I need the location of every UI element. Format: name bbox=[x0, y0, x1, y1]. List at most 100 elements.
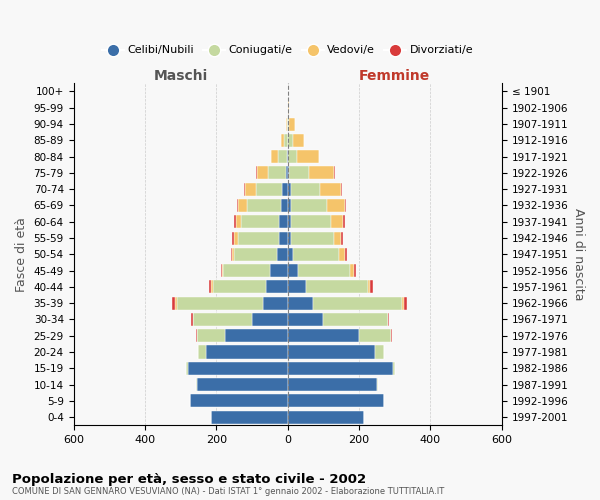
Bar bbox=[287, 118, 289, 130]
Bar bbox=[271, 150, 278, 163]
Bar bbox=[287, 394, 384, 407]
Bar bbox=[331, 215, 343, 228]
Y-axis label: Fasce di età: Fasce di età bbox=[15, 217, 28, 292]
Bar bbox=[245, 182, 256, 196]
Bar bbox=[177, 296, 263, 310]
Bar bbox=[234, 248, 277, 261]
Bar bbox=[175, 296, 177, 310]
Bar bbox=[341, 232, 343, 244]
Bar bbox=[172, 296, 175, 310]
Text: Maschi: Maschi bbox=[154, 70, 208, 84]
Bar bbox=[287, 329, 359, 342]
Bar bbox=[320, 182, 341, 196]
Bar bbox=[340, 248, 345, 261]
Bar bbox=[375, 346, 384, 358]
Bar bbox=[277, 248, 287, 261]
Bar bbox=[309, 166, 334, 179]
Bar bbox=[234, 215, 236, 228]
Bar bbox=[323, 313, 388, 326]
Bar bbox=[241, 215, 279, 228]
Bar bbox=[291, 199, 327, 212]
Bar bbox=[287, 215, 291, 228]
Bar bbox=[359, 329, 391, 342]
Bar bbox=[291, 232, 334, 244]
Bar bbox=[289, 166, 309, 179]
Bar bbox=[287, 232, 291, 244]
Bar bbox=[334, 166, 335, 179]
Bar bbox=[270, 264, 287, 277]
Bar bbox=[206, 346, 287, 358]
Bar bbox=[191, 313, 193, 326]
Bar bbox=[345, 199, 346, 212]
Bar bbox=[291, 182, 320, 196]
Bar bbox=[256, 166, 257, 179]
Bar bbox=[293, 248, 340, 261]
Bar bbox=[263, 296, 287, 310]
Bar bbox=[313, 296, 402, 310]
Legend: Celibi/Nubili, Coniugati/e, Vedovi/e, Divorziati/e: Celibi/Nubili, Coniugati/e, Vedovi/e, Di… bbox=[98, 41, 478, 60]
Bar bbox=[193, 313, 252, 326]
Bar bbox=[221, 264, 223, 277]
Y-axis label: Anni di nascita: Anni di nascita bbox=[572, 208, 585, 300]
Bar bbox=[287, 182, 291, 196]
Bar bbox=[199, 346, 206, 358]
Bar bbox=[287, 264, 298, 277]
Bar bbox=[197, 378, 287, 391]
Bar bbox=[238, 232, 279, 244]
Bar bbox=[244, 182, 245, 196]
Bar bbox=[284, 134, 287, 147]
Bar bbox=[232, 248, 234, 261]
Bar bbox=[211, 280, 213, 293]
Bar bbox=[287, 199, 291, 212]
Bar bbox=[213, 280, 266, 293]
Bar bbox=[283, 182, 287, 196]
Bar bbox=[402, 296, 404, 310]
Bar bbox=[234, 232, 238, 244]
Bar bbox=[287, 410, 364, 424]
Bar bbox=[223, 264, 270, 277]
Bar bbox=[256, 182, 283, 196]
Bar bbox=[287, 166, 289, 179]
Bar bbox=[391, 329, 392, 342]
Bar bbox=[287, 296, 313, 310]
Bar bbox=[305, 280, 368, 293]
Bar bbox=[279, 215, 287, 228]
Bar bbox=[252, 313, 287, 326]
Bar bbox=[231, 248, 232, 261]
Bar bbox=[196, 329, 197, 342]
Bar bbox=[238, 199, 247, 212]
Bar bbox=[196, 378, 197, 391]
Bar bbox=[287, 346, 375, 358]
Bar bbox=[287, 102, 289, 114]
Bar bbox=[293, 134, 304, 147]
Bar bbox=[298, 264, 350, 277]
Bar bbox=[188, 362, 287, 375]
Bar bbox=[281, 199, 287, 212]
Bar bbox=[281, 134, 284, 147]
Bar bbox=[289, 150, 298, 163]
Bar bbox=[287, 362, 393, 375]
Bar bbox=[341, 182, 343, 196]
Bar bbox=[393, 362, 395, 375]
Bar bbox=[354, 264, 356, 277]
Bar bbox=[287, 150, 289, 163]
Bar bbox=[287, 248, 293, 261]
Bar bbox=[388, 313, 389, 326]
Bar bbox=[247, 199, 281, 212]
Bar bbox=[291, 215, 331, 228]
Text: Popolazione per età, sesso e stato civile - 2002: Popolazione per età, sesso e stato civil… bbox=[12, 472, 366, 486]
Bar bbox=[289, 118, 295, 130]
Bar bbox=[287, 313, 323, 326]
Bar bbox=[287, 378, 377, 391]
Bar bbox=[350, 264, 354, 277]
Bar bbox=[343, 215, 345, 228]
Bar bbox=[268, 166, 286, 179]
Bar bbox=[377, 378, 378, 391]
Bar bbox=[279, 232, 287, 244]
Bar bbox=[236, 215, 241, 228]
Bar bbox=[257, 166, 268, 179]
Text: COMUNE DI SAN GENNARO VESUVIANO (NA) - Dati ISTAT 1° gennaio 2002 - Elaborazione: COMUNE DI SAN GENNARO VESUVIANO (NA) - D… bbox=[12, 488, 444, 496]
Bar bbox=[368, 280, 370, 293]
Bar bbox=[286, 166, 287, 179]
Bar bbox=[278, 150, 287, 163]
